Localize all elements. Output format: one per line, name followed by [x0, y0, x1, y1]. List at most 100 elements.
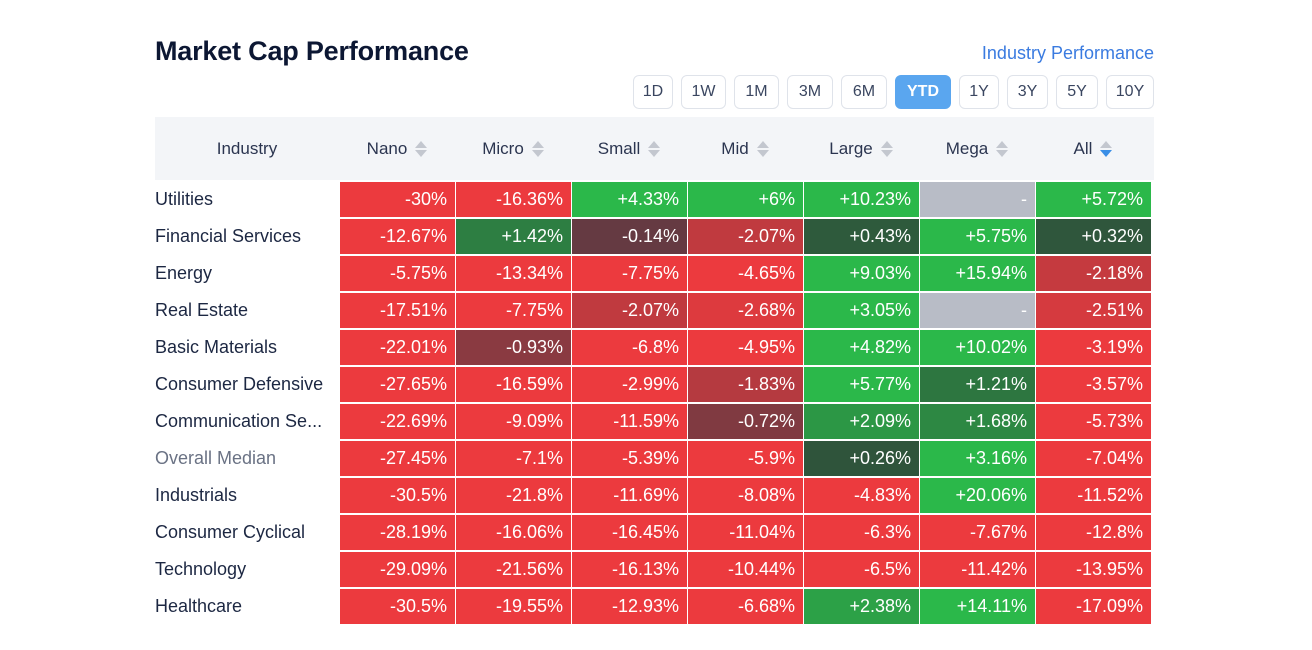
- period-10y-button[interactable]: 10Y: [1106, 75, 1154, 109]
- heatmap-cell[interactable]: -11.69%: [572, 478, 687, 513]
- period-1w-button[interactable]: 1W: [681, 75, 726, 109]
- heatmap-cell[interactable]: -8.08%: [688, 478, 803, 513]
- heatmap-cell[interactable]: +6%: [688, 182, 803, 217]
- heatmap-cell[interactable]: -10.44%: [688, 552, 803, 587]
- heatmap-cell[interactable]: -2.07%: [688, 219, 803, 254]
- heatmap-cell[interactable]: +10.02%: [920, 330, 1035, 365]
- heatmap-cell[interactable]: -7.1%: [456, 441, 571, 476]
- industry-name[interactable]: Communication Se...: [155, 411, 323, 431]
- heatmap-cell[interactable]: +5.75%: [920, 219, 1035, 254]
- heatmap-cell[interactable]: -22.01%: [340, 330, 455, 365]
- heatmap-cell[interactable]: -2.68%: [688, 293, 803, 328]
- heatmap-cell[interactable]: -: [920, 182, 1035, 217]
- heatmap-cell[interactable]: -7.04%: [1036, 441, 1151, 476]
- heatmap-cell[interactable]: +2.38%: [804, 589, 919, 624]
- heatmap-cell[interactable]: -1.83%: [688, 367, 803, 402]
- industry-name[interactable]: Healthcare: [155, 596, 243, 616]
- heatmap-cell[interactable]: -30.5%: [340, 478, 455, 513]
- large-column-header[interactable]: Large: [803, 117, 919, 180]
- heatmap-cell[interactable]: -7.67%: [920, 515, 1035, 550]
- heatmap-cell[interactable]: -5.9%: [688, 441, 803, 476]
- industry-name[interactable]: Overall Median: [155, 448, 277, 468]
- mid-column-header[interactable]: Mid: [687, 117, 803, 180]
- heatmap-cell[interactable]: -29.09%: [340, 552, 455, 587]
- heatmap-cell[interactable]: -6.5%: [804, 552, 919, 587]
- industry-name[interactable]: Basic Materials: [155, 337, 278, 357]
- period-3y-button[interactable]: 3Y: [1007, 75, 1048, 109]
- heatmap-cell[interactable]: -21.56%: [456, 552, 571, 587]
- heatmap-cell[interactable]: -16.06%: [456, 515, 571, 550]
- heatmap-cell[interactable]: +3.05%: [804, 293, 919, 328]
- small-column-header[interactable]: Small: [571, 117, 687, 180]
- period-1d-button[interactable]: 1D: [633, 75, 673, 109]
- heatmap-cell[interactable]: -0.72%: [688, 404, 803, 439]
- heatmap-cell[interactable]: -11.42%: [920, 552, 1035, 587]
- heatmap-cell[interactable]: -16.59%: [456, 367, 571, 402]
- nano-column-header[interactable]: Nano: [339, 117, 455, 180]
- heatmap-cell[interactable]: -30.5%: [340, 589, 455, 624]
- heatmap-cell[interactable]: -16.36%: [456, 182, 571, 217]
- heatmap-cell[interactable]: -6.3%: [804, 515, 919, 550]
- heatmap-cell[interactable]: -2.99%: [572, 367, 687, 402]
- heatmap-cell[interactable]: +1.68%: [920, 404, 1035, 439]
- industry-name[interactable]: Consumer Cyclical: [155, 522, 306, 542]
- heatmap-cell[interactable]: -27.45%: [340, 441, 455, 476]
- heatmap-cell[interactable]: -28.19%: [340, 515, 455, 550]
- industry-name[interactable]: Utilities: [155, 189, 214, 209]
- heatmap-cell[interactable]: -11.59%: [572, 404, 687, 439]
- heatmap-cell[interactable]: -21.8%: [456, 478, 571, 513]
- heatmap-cell[interactable]: -0.93%: [456, 330, 571, 365]
- heatmap-cell[interactable]: +0.32%: [1036, 219, 1151, 254]
- heatmap-cell[interactable]: -6.68%: [688, 589, 803, 624]
- micro-column-header[interactable]: Micro: [455, 117, 571, 180]
- heatmap-cell[interactable]: +4.33%: [572, 182, 687, 217]
- industry-name[interactable]: Industrials: [155, 485, 238, 505]
- heatmap-cell[interactable]: +15.94%: [920, 256, 1035, 291]
- heatmap-cell[interactable]: -0.14%: [572, 219, 687, 254]
- heatmap-cell[interactable]: -5.73%: [1036, 404, 1151, 439]
- industry-name[interactable]: Real Estate: [155, 300, 249, 320]
- heatmap-cell[interactable]: -12.93%: [572, 589, 687, 624]
- period-5y-button[interactable]: 5Y: [1056, 75, 1098, 109]
- heatmap-cell[interactable]: +3.16%: [920, 441, 1035, 476]
- heatmap-cell[interactable]: +4.82%: [804, 330, 919, 365]
- heatmap-cell[interactable]: -2.18%: [1036, 256, 1151, 291]
- heatmap-cell[interactable]: -7.75%: [456, 293, 571, 328]
- heatmap-cell[interactable]: -4.65%: [688, 256, 803, 291]
- heatmap-cell[interactable]: +5.77%: [804, 367, 919, 402]
- all-column-header[interactable]: All: [1035, 117, 1151, 180]
- heatmap-cell[interactable]: -3.19%: [1036, 330, 1151, 365]
- heatmap-cell[interactable]: -2.07%: [572, 293, 687, 328]
- heatmap-cell[interactable]: -13.95%: [1036, 552, 1151, 587]
- heatmap-cell[interactable]: +20.06%: [920, 478, 1035, 513]
- heatmap-cell[interactable]: +1.21%: [920, 367, 1035, 402]
- heatmap-cell[interactable]: -13.34%: [456, 256, 571, 291]
- industry-name[interactable]: Energy: [155, 263, 213, 283]
- heatmap-cell[interactable]: -9.09%: [456, 404, 571, 439]
- heatmap-cell[interactable]: +0.26%: [804, 441, 919, 476]
- heatmap-cell[interactable]: -22.69%: [340, 404, 455, 439]
- period-6m-button[interactable]: 6M: [841, 75, 887, 109]
- heatmap-cell[interactable]: -30%: [340, 182, 455, 217]
- heatmap-cell[interactable]: +9.03%: [804, 256, 919, 291]
- heatmap-cell[interactable]: -2.51%: [1036, 293, 1151, 328]
- heatmap-cell[interactable]: -16.45%: [572, 515, 687, 550]
- heatmap-cell[interactable]: -19.55%: [456, 589, 571, 624]
- mega-column-header[interactable]: Mega: [919, 117, 1035, 180]
- heatmap-cell[interactable]: -4.83%: [804, 478, 919, 513]
- heatmap-cell[interactable]: -12.8%: [1036, 515, 1151, 550]
- period-3m-button[interactable]: 3M: [787, 75, 833, 109]
- heatmap-cell[interactable]: -17.51%: [340, 293, 455, 328]
- heatmap-cell[interactable]: -12.67%: [340, 219, 455, 254]
- heatmap-cell[interactable]: -17.09%: [1036, 589, 1151, 624]
- heatmap-cell[interactable]: +14.11%: [920, 589, 1035, 624]
- heatmap-cell[interactable]: -5.75%: [340, 256, 455, 291]
- industry-name[interactable]: Consumer Defensive: [155, 374, 324, 394]
- industry-performance-link[interactable]: Industry Performance: [981, 43, 1154, 63]
- heatmap-cell[interactable]: -11.04%: [688, 515, 803, 550]
- period-1y-button[interactable]: 1Y: [959, 75, 999, 109]
- heatmap-cell[interactable]: -6.8%: [572, 330, 687, 365]
- heatmap-cell[interactable]: -: [920, 293, 1035, 328]
- heatmap-cell[interactable]: -27.65%: [340, 367, 455, 402]
- heatmap-cell[interactable]: +0.43%: [804, 219, 919, 254]
